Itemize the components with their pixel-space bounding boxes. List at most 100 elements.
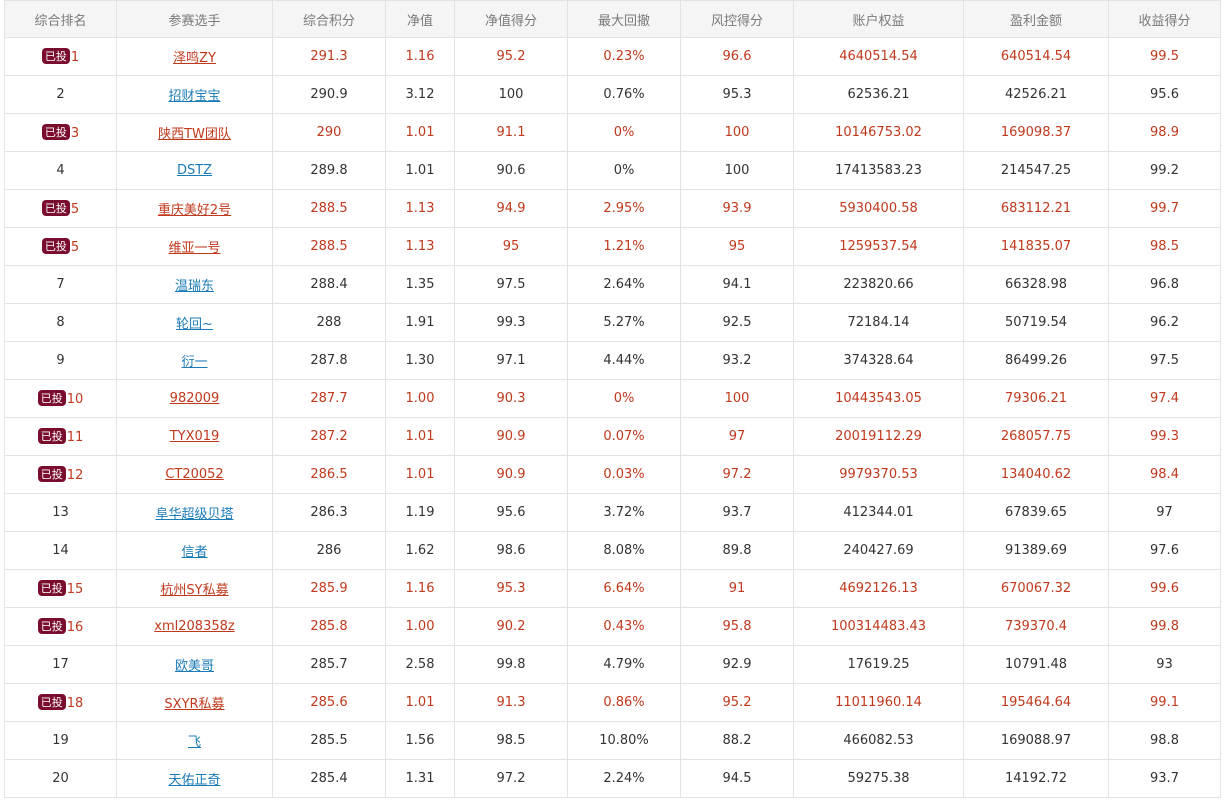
player-link[interactable]: CT20052 [165, 467, 224, 482]
max-drawdown-cell: 0% [567, 151, 681, 190]
player-link[interactable]: 衍一 [181, 355, 208, 370]
max-drawdown-cell: 6.64% [567, 569, 681, 608]
header-return-score[interactable]: 收益得分 [1108, 0, 1221, 38]
player-link[interactable]: DSTZ [176, 163, 213, 178]
total-score-cell: 287.8 [272, 341, 386, 380]
rank-cell: 14 [4, 531, 117, 570]
equity-cell: 5930400.58 [793, 189, 964, 228]
nav-score-cell: 90.9 [454, 455, 568, 494]
profit-cell: 10791.48 [963, 645, 1109, 684]
return-score-cell: 99.3 [1108, 417, 1221, 456]
player-cell: 欧美哥 [116, 645, 273, 684]
return-score-cell: 97.6 [1108, 531, 1221, 570]
nav-score-cell: 99.8 [454, 645, 568, 684]
header-account-equity[interactable]: 账户权益 [793, 0, 964, 38]
rank-cell: 4 [4, 151, 117, 190]
player-link[interactable]: 飞 [187, 735, 201, 750]
risk-score-cell: 97.2 [680, 455, 794, 494]
table-row: 20 天佑正奇 285.4 1.31 97.2 2.24% 94.5 59275.38 1419… [4, 759, 1221, 798]
max-drawdown-cell: 1.21% [567, 227, 681, 266]
player-link[interactable]: 维亚一号 [168, 241, 221, 256]
table-row: 已投 16 xml208358z 285.8 1.00 90.2 0.43% 95.8 1003… [4, 607, 1221, 646]
player-link[interactable]: 天佑正奇 [168, 773, 221, 788]
equity-cell: 4692126.13 [793, 569, 964, 608]
header-risk-score[interactable]: 风控得分 [680, 0, 794, 38]
rank-number: 11 [66, 430, 84, 445]
nav-cell: 1.56 [385, 721, 455, 760]
rank-cell: 已投 10 [4, 379, 117, 418]
max-drawdown-cell: 0% [567, 379, 681, 418]
total-score-cell: 285.6 [272, 683, 386, 722]
player-link[interactable]: xml208358z [154, 619, 235, 634]
rank-cell: 17 [4, 645, 117, 684]
player-link[interactable]: 阜华超级贝塔 [155, 507, 234, 522]
total-score-cell: 286.3 [272, 493, 386, 532]
total-score-cell: 285.4 [272, 759, 386, 798]
equity-cell: 10146753.02 [793, 113, 964, 152]
rank-cell: 已投 18 [4, 683, 117, 722]
nav-score-cell: 90.6 [454, 151, 568, 190]
player-link[interactable]: 温瑞东 [174, 279, 214, 294]
equity-cell: 374328.64 [793, 341, 964, 380]
rank-number: 5 [70, 240, 80, 255]
risk-score-cell: 92.9 [680, 645, 794, 684]
player-link[interactable]: 招财宝宝 [168, 89, 221, 104]
total-score-cell: 291.3 [272, 37, 386, 76]
player-link[interactable]: 轮回~ [176, 317, 213, 332]
profit-cell: 134040.62 [963, 455, 1109, 494]
risk-score-cell: 88.2 [680, 721, 794, 760]
rank-number: 17 [52, 657, 69, 672]
player-cell: TYX019 [116, 417, 273, 456]
risk-score-cell: 95.8 [680, 607, 794, 646]
total-score-cell: 285.7 [272, 645, 386, 684]
max-drawdown-cell: 0.23% [567, 37, 681, 76]
player-link[interactable]: SXYR私募 [164, 697, 225, 712]
header-nav[interactable]: 净值 [385, 0, 455, 38]
player-link[interactable]: TYX019 [169, 429, 220, 444]
header-profit[interactable]: 盈利金额 [963, 0, 1109, 38]
profit-cell: 141835.07 [963, 227, 1109, 266]
header-total-score[interactable]: 综合积分 [272, 0, 386, 38]
return-score-cell: 98.8 [1108, 721, 1221, 760]
profit-cell: 169098.37 [963, 113, 1109, 152]
rank-cell: 13 [4, 493, 117, 532]
rank-number: 4 [56, 163, 65, 178]
return-score-cell: 99.5 [1108, 37, 1221, 76]
nav-cell: 2.58 [385, 645, 455, 684]
player-cell: SXYR私募 [116, 683, 273, 722]
rank-number: 1 [70, 50, 80, 65]
rank-cell: 已投 16 [4, 607, 117, 646]
profit-cell: 739370.4 [963, 607, 1109, 646]
header-player[interactable]: 参赛选手 [116, 0, 273, 38]
invested-badge: 已投 [41, 200, 70, 216]
total-score-cell: 288.4 [272, 265, 386, 304]
max-drawdown-cell: 0.43% [567, 607, 681, 646]
rank-cell: 20 [4, 759, 117, 798]
invested-badge: 已投 [37, 618, 66, 634]
table-row: 7 温瑞东 288.4 1.35 97.5 2.64% 94.1 223820.66 66328… [4, 265, 1221, 304]
rank-cell: 已投 3 [4, 113, 117, 152]
player-link[interactable]: 杭州SY私募 [160, 583, 229, 598]
player-link[interactable]: 信者 [181, 545, 208, 560]
header-nav-score[interactable]: 净值得分 [454, 0, 568, 38]
max-drawdown-cell: 2.95% [567, 189, 681, 228]
player-link[interactable]: 欧美哥 [174, 659, 214, 674]
risk-score-cell: 94.5 [680, 759, 794, 798]
header-rank[interactable]: 综合排名 [4, 0, 117, 38]
rank-cell: 已投 11 [4, 417, 117, 456]
player-link[interactable]: 陕西TW团队 [158, 127, 231, 142]
player-cell: 飞 [116, 721, 273, 760]
player-cell: 轮回~ [116, 303, 273, 342]
player-cell: 982009 [116, 379, 273, 418]
header-max-drawdown[interactable]: 最大回撤 [567, 0, 681, 38]
nav-score-cell: 100 [454, 75, 568, 114]
rank-cell: 2 [4, 75, 117, 114]
max-drawdown-cell: 0.86% [567, 683, 681, 722]
rank-cell: 9 [4, 341, 117, 380]
player-link[interactable]: 重庆美好2号 [157, 203, 232, 218]
player-link[interactable]: 泽鸣ZY [173, 51, 216, 66]
invested-badge: 已投 [41, 124, 70, 140]
invested-badge: 已投 [37, 428, 66, 444]
rank-number: 7 [56, 277, 65, 292]
player-link[interactable]: 982009 [169, 391, 220, 406]
